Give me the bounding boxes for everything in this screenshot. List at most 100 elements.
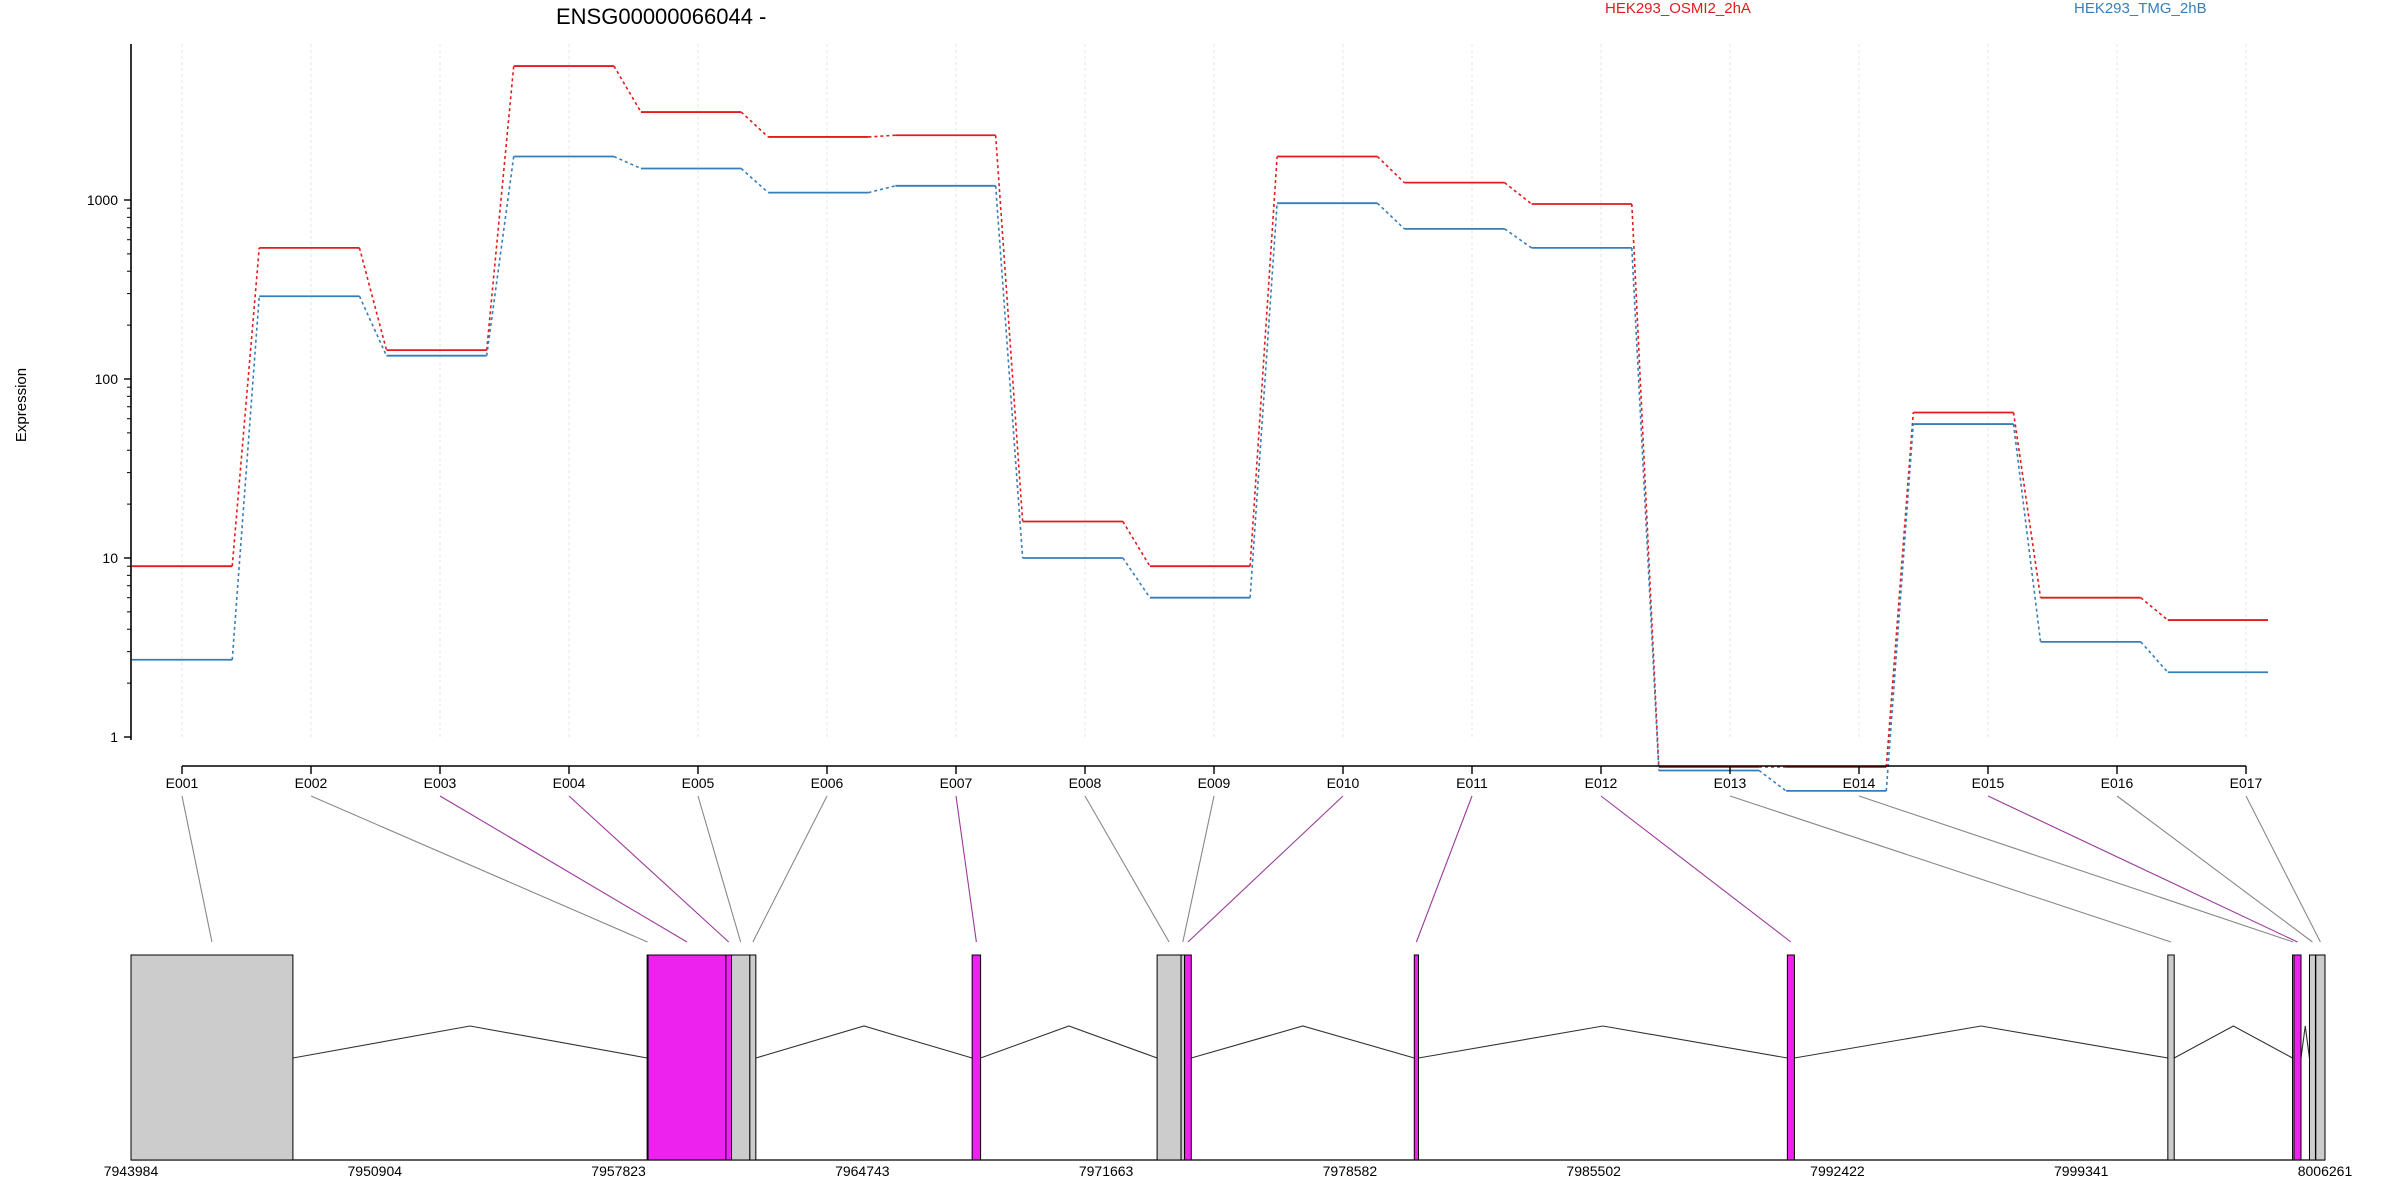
series-hek293-osmi2-2ha-connector [231, 247, 261, 567]
x-tick-label-e003: E003 [424, 775, 457, 791]
series-hek293-tmg-2hb-connector [1504, 228, 1533, 249]
intron-e012-e013 [1794, 1025, 2168, 1059]
coord-label-7964743: 7964743 [835, 1163, 890, 1179]
series-hek293-tmg-2hb-connector [613, 155, 642, 170]
intron-e011-e012 [1418, 1025, 1788, 1059]
intron-e001-e002 [292, 1025, 648, 1059]
series-hek293-tmg-2hb-connector [2012, 423, 2042, 642]
grid-lines [181, 44, 2247, 740]
x-tick-label-e006: E006 [811, 775, 844, 791]
series-hek293-osmi2-2ha-connector [1504, 182, 1533, 205]
x-tick-label-e001: E001 [166, 775, 199, 791]
x-tick-label-e008: E008 [1069, 775, 1102, 791]
exon-e016 [2308, 954, 2316, 1161]
coord-label-7985502: 7985502 [1566, 1163, 1621, 1179]
exon-connector-e007 [955, 795, 977, 943]
exon-e013 [2167, 954, 2175, 1161]
exon-e017 [2315, 954, 2326, 1161]
coord-label-7978582: 7978582 [1323, 1163, 1378, 1179]
series-hek293-tmg-2hb-connector [2140, 641, 2169, 673]
exon-connector-e001 [181, 795, 213, 943]
exon-connector-e011 [1415, 795, 1473, 943]
exon-connector-e004 [568, 795, 730, 943]
series-hek293-tmg-2hb-connector [1376, 202, 1405, 230]
y-tick-label-1000: 1000 [87, 192, 118, 208]
series-hek293-tmg-2hb-connector [1631, 247, 1660, 771]
series-hek293-osmi2-2ha-connector [1376, 155, 1405, 184]
exon-connector-e002 [310, 795, 648, 943]
x-tick-label-e014: E014 [1843, 775, 1876, 791]
exon-connectors [181, 795, 2321, 943]
intron-e015-e016 [2300, 1025, 2311, 1059]
exon-connector-e017 [2245, 795, 2321, 943]
intron-e007-e008 [980, 1025, 1158, 1059]
series-hek293-osmi2-2ha-connector [1249, 156, 1278, 567]
x-tick-label-e009: E009 [1198, 775, 1231, 791]
x-tick-label-e005: E005 [682, 775, 715, 791]
exon-connector-e006 [752, 795, 828, 943]
legend-entry-tmg: HEK293_TMG_2hB [2074, 0, 2207, 17]
exon-connector-e003 [439, 795, 688, 943]
series-hek293-osmi2-2ha-connector [1631, 203, 1660, 768]
series-hek293-tmg-2hb-connector [994, 185, 1024, 559]
exon-e005 [731, 954, 751, 1161]
coord-label-7950904: 7950904 [348, 1163, 403, 1179]
coord-label-7943984: 7943984 [104, 1163, 159, 1179]
x-tick-label-e010: E010 [1327, 775, 1360, 791]
exon-connector-e008 [1084, 795, 1170, 943]
coord-label-8006261: 8006261 [2298, 1163, 2353, 1179]
x-tick-label-e011: E011 [1456, 775, 1488, 791]
exon-e009 [1180, 954, 1186, 1161]
x-tick-label-e016: E016 [2101, 775, 2134, 791]
coord-label-7992422: 7992422 [1810, 1163, 1865, 1179]
intron-e006-e007 [755, 1025, 973, 1059]
series-hek293-osmi2-2ha-connector [613, 65, 642, 113]
y-tick-label-1: 1 [110, 729, 118, 745]
series-hek293-tmg-2hb-connector [1758, 769, 1787, 792]
exon-connector-e005 [697, 795, 742, 943]
x-tick-label-e002: E002 [295, 775, 328, 791]
exon-e012 [1786, 954, 1795, 1161]
y-axis: 1 10 100 1000 [87, 44, 132, 745]
legend-entry-osmi2: HEK293_OSMI2_2hA [1605, 0, 1751, 17]
series-hek293-osmi2-2ha-connector [868, 134, 896, 138]
series-hek293-osmi2-2ha-connector [994, 135, 1024, 522]
x-tick-label-e007: E007 [940, 775, 973, 791]
x-tick-label-e004: E004 [553, 775, 586, 791]
coord-label-7971663: 7971663 [1079, 1163, 1134, 1179]
series-hek293-osmi2-2ha-connector [740, 111, 769, 138]
exon-connector-e009 [1182, 795, 1215, 943]
intron-e013-e014 [2173, 1025, 2293, 1059]
exon-connector-e014 [1858, 795, 2294, 943]
exon-connector-e010 [1187, 795, 1344, 943]
y-axis-label: Expression [13, 368, 30, 442]
series-hek293-tmg-2hb-connector [868, 185, 896, 194]
intron-e010-e011 [1191, 1025, 1415, 1059]
chart-title: ENSG00000066044 - [556, 4, 766, 29]
x-tick-label-e017: E017 [2230, 775, 2263, 791]
exon-e011 [1413, 954, 1420, 1161]
exon-e015 [2293, 954, 2302, 1161]
series-hek293-tmg-2hb-connector [231, 296, 261, 660]
series-lines [132, 65, 2268, 792]
coord-label-7957823: 7957823 [591, 1163, 646, 1179]
exon-e001 [130, 954, 294, 1161]
series-hek293-tmg-2hb-connector [1122, 557, 1151, 599]
exon-connector-e012 [1600, 795, 1792, 943]
exon-connector-e015 [1987, 795, 2298, 943]
series-hek293-osmi2-2ha-connector [358, 247, 388, 351]
exon-e007 [971, 954, 982, 1161]
exon-e004 [725, 954, 733, 1161]
x-tick-label-e015: E015 [1972, 775, 2005, 791]
coord-label-7999341: 7999341 [2054, 1163, 2109, 1179]
series-hek293-osmi2-2ha-connector [1885, 412, 1915, 768]
y-tick-label-100: 100 [95, 371, 119, 387]
y-tick-label-10: 10 [102, 550, 118, 566]
series-hek293-tmg-2hb-connector [1885, 424, 1915, 791]
exon-e003 [647, 954, 727, 1161]
series-hek293-osmi2-2ha-connector [485, 65, 515, 351]
gene-model [130, 954, 2326, 1161]
series-hek293-tmg-2hb-connector [358, 295, 388, 357]
series-hek293-tmg-2hb-connector [740, 167, 769, 194]
series-hek293-tmg-2hb-connector [485, 156, 515, 356]
